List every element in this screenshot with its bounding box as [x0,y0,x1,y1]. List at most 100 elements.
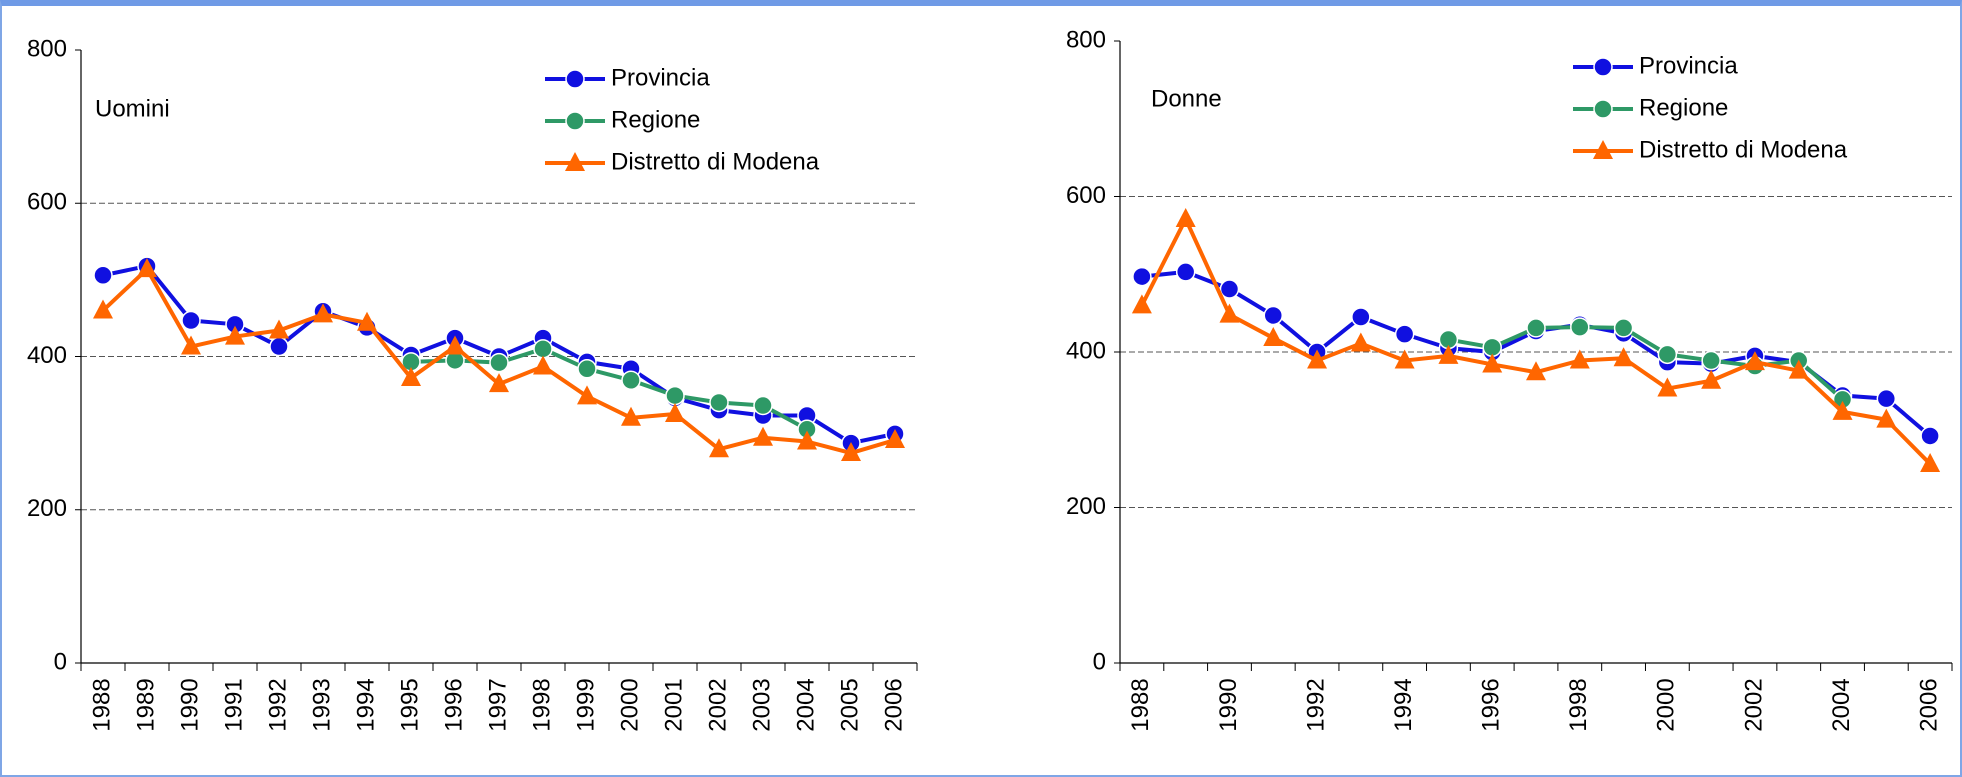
y-tick-label: 600 [27,189,67,216]
series-line [1448,325,1844,401]
data-point [489,352,509,373]
data-point [93,299,113,319]
legend-label: Regione [611,106,700,133]
data-point [269,336,289,357]
data-point [137,258,157,278]
data-point [1263,327,1284,347]
data-point [753,426,773,446]
data-point [1175,262,1196,282]
data-point [357,311,377,331]
data-point [577,385,597,405]
data-point [709,438,729,458]
x-tick-label: 2002 [1740,678,1767,731]
y-tick-label: 0 [54,648,67,675]
x-tick-label: 1990 [1215,678,1242,731]
data-point [1526,361,1546,381]
data-point [797,430,817,450]
y-tick-label: 0 [1093,648,1106,675]
x-tick-label: 1994 [352,678,379,731]
data-point [1920,452,1941,472]
data-point [225,325,245,345]
x-tick-label: 1994 [1390,678,1417,731]
data-point [1175,208,1196,228]
data-point [401,366,421,386]
data-point [445,335,465,355]
x-tick-label: 1995 [396,678,423,731]
data-point [313,303,333,323]
data-point [1657,344,1678,365]
y-tick-label: 200 [27,495,67,522]
data-point [577,359,597,379]
series-line [1141,269,1932,438]
data-point [1876,388,1897,409]
data-point [1569,349,1590,369]
data-point [1613,347,1634,367]
x-tick-label: 1999 [572,678,599,731]
data-point [1351,307,1371,327]
series-line [410,346,808,432]
data-point [753,395,773,416]
x-tick-label: 2001 [660,678,687,731]
y-tick-label: 800 [1066,26,1106,53]
x-tick-label: 1991 [220,678,247,731]
annotation: Donne [1151,85,1222,112]
data-point [1526,318,1546,338]
x-tick-label: 2003 [748,678,775,731]
data-point [1701,350,1721,371]
data-point [1876,408,1897,428]
legend-marker [1593,140,1613,159]
data-point [621,370,641,391]
data-point [1657,377,1678,397]
data-point [665,402,685,422]
data-point [533,339,553,359]
x-tick-label: 1997 [484,678,511,731]
data-point [1394,324,1415,344]
data-point [709,392,729,413]
data-point [269,319,289,339]
x-tick-label: 2002 [704,678,731,731]
legend-label: Distretto di Modena [611,148,820,175]
x-tick-label: 2004 [792,678,819,731]
x-tick-label: 1998 [528,678,555,731]
y-tick-label: 800 [27,35,67,62]
legend-marker [565,69,585,89]
x-tick-label: 2005 [836,678,863,731]
data-point [621,406,641,426]
data-point [1132,266,1152,287]
x-tick-label: 1988 [1127,678,1154,731]
data-point [1263,305,1284,326]
data-point [1570,317,1590,337]
annotation: Uomini [95,95,170,122]
data-point [1307,349,1328,369]
series-line [1140,217,1932,466]
data-point [1394,349,1415,369]
y-tick-label: 200 [1066,493,1106,520]
legend-marker [1593,99,1613,119]
y-tick-label: 600 [1066,182,1106,209]
data-point [181,335,201,355]
data-point [1219,279,1240,299]
legend-marker [565,111,585,131]
data-point [1920,426,1940,446]
x-tick-label: 2006 [1915,678,1942,731]
x-tick-label: 2004 [1828,678,1855,731]
legend-label: Regione [1639,94,1728,121]
data-point [1482,353,1503,373]
x-tick-label: 1996 [1478,678,1505,731]
x-tick-label: 2006 [880,678,907,731]
x-tick-label: 1996 [440,678,467,731]
x-tick-label: 1998 [1565,678,1592,731]
x-tick-label: 1993 [308,678,335,731]
legend-label: Provincia [611,64,710,91]
x-tick-label: 2000 [1653,678,1680,731]
data-point [181,310,201,331]
data-point [841,442,861,462]
data-point [1350,332,1371,352]
x-tick-label: 1992 [264,678,291,731]
data-point [885,429,905,449]
data-point [533,355,553,375]
data-point [1832,400,1853,420]
x-tick-label: 1990 [176,678,203,731]
